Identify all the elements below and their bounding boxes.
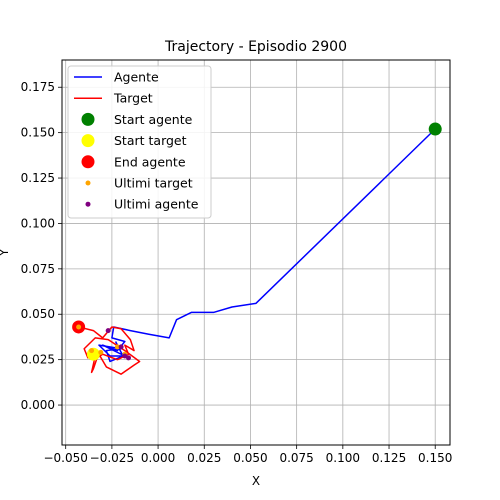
legend-label: Target	[113, 91, 153, 106]
x-tick-label: 0.050	[233, 451, 267, 465]
legend-swatch	[81, 112, 95, 126]
x-tick-label: 0.125	[372, 451, 406, 465]
y-tick-label: 0.125	[21, 171, 55, 185]
chart-series-points	[72, 122, 442, 361]
x-tick-label: −0.050	[43, 451, 87, 465]
marker-ultimi-target	[76, 324, 82, 330]
marker-ultimi-target	[98, 349, 104, 355]
chart-grid	[62, 60, 450, 445]
chart-legend: Agente Target Start agente Start target End …	[67, 65, 212, 219]
marker-ultimi-agente	[105, 328, 111, 334]
y-tick-label: 0.000	[21, 398, 55, 412]
chart-series-lines	[78, 128, 436, 375]
x-tick-label: 0.150	[418, 451, 452, 465]
marker-ultimi-agente	[126, 355, 132, 361]
y-tick-label: 0.025	[21, 353, 55, 367]
chart-ticks: −0.050 −0.025 0.000 0.025 0.050 0.075 0.100 0.1…	[21, 80, 453, 465]
legend-label: Agente	[114, 70, 159, 85]
legend-label: Start agente	[114, 112, 193, 127]
y-tick-label: 0.175	[21, 80, 55, 94]
marker-ultimi-target	[89, 348, 95, 354]
legend-label: Ultimi agente	[114, 197, 199, 212]
legend-swatch	[81, 155, 95, 169]
legend-swatch	[81, 134, 95, 148]
axes-frame	[61, 59, 451, 446]
x-tick-label: 0.025	[187, 451, 221, 465]
legend-swatch	[85, 201, 91, 207]
x-tick-label: 0.075	[279, 451, 313, 465]
series-line-agente	[98, 128, 436, 363]
y-tick-label: 0.075	[21, 262, 55, 276]
legend-swatch	[85, 180, 91, 186]
legend-label: Start target	[114, 133, 187, 148]
legend-label: End agente	[114, 154, 186, 169]
legend-box	[67, 65, 212, 219]
marker-ultimi-target	[114, 344, 120, 350]
marker-start-agente	[428, 122, 442, 136]
y-tick-label: 0.150	[21, 126, 55, 140]
marker-ultimi-agente	[122, 353, 128, 359]
legend-label: Ultimi target	[114, 176, 193, 191]
series-line-target	[78, 326, 141, 375]
chart-title: Trajectory - Episodio 2900	[164, 39, 347, 55]
x-axis-label: X	[252, 474, 260, 488]
y-axis-label: Y	[0, 248, 11, 257]
x-tick-label: −0.025	[90, 451, 134, 465]
marker-ultimi-agente	[118, 344, 124, 350]
y-tick-label: 0.050	[21, 307, 55, 321]
y-tick-label: 0.100	[21, 216, 55, 230]
x-tick-label: 0.100	[326, 451, 360, 465]
x-tick-label: 0.000	[141, 451, 175, 465]
